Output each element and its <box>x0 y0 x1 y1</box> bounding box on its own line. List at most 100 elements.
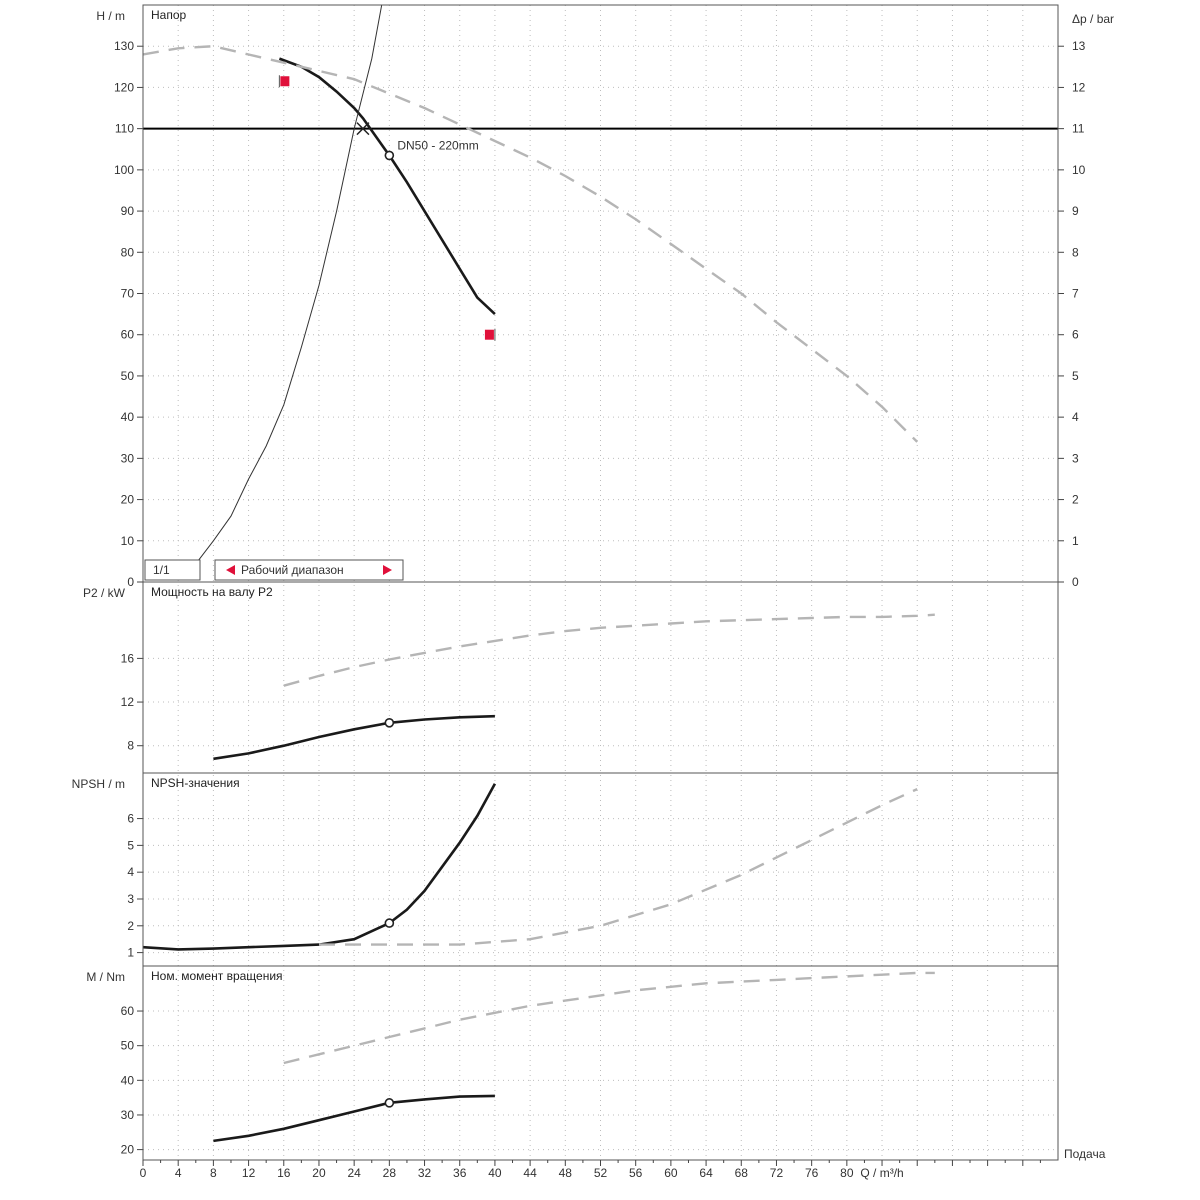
x-tick-label: Q / m³/h <box>860 1166 903 1180</box>
panel-series-head <box>143 5 1058 570</box>
x-tick-label: 72 <box>770 1166 784 1180</box>
x-tick-label: 68 <box>735 1166 749 1180</box>
y-tick-label: 50 <box>121 1039 135 1053</box>
y2-tick-label: 11 <box>1072 122 1085 136</box>
x-tick-label: 48 <box>559 1166 573 1180</box>
panel-series-torque <box>213 971 935 1143</box>
y2-axis-label: Δp / bar <box>1072 12 1114 26</box>
panel-series-power <box>213 613 935 761</box>
range-marker-flag <box>484 329 494 340</box>
x-axis-footer-label: Подача <box>1064 1147 1106 1161</box>
x-tick-label: 4 <box>175 1166 182 1180</box>
y2-tick-label: 1 <box>1072 534 1079 548</box>
x-tick-label: 60 <box>664 1166 678 1180</box>
x-tick-label: 52 <box>594 1166 608 1180</box>
y2-tick-label: 8 <box>1072 245 1079 259</box>
y-tick-label: 50 <box>121 369 135 383</box>
x-tick-label: 28 <box>383 1166 397 1180</box>
series-line-thin-system <box>191 5 383 570</box>
y-tick-label: 12 <box>121 695 135 709</box>
y2-tick-label: 9 <box>1072 204 1079 218</box>
duty-point <box>384 150 395 161</box>
y-tick-label: 20 <box>121 493 135 507</box>
y-tick-label: 60 <box>121 328 135 342</box>
operating-range-right-arrow <box>383 565 392 575</box>
y-axis-label-head: H / m <box>96 9 125 23</box>
panel-series-npsh <box>143 783 918 951</box>
operating-range-label: Рабочий диапазон <box>241 563 344 577</box>
x-tick-label: 24 <box>347 1166 361 1180</box>
y-tick-label: 4 <box>127 865 134 879</box>
series-line-dashed-gray <box>283 971 935 1065</box>
series-line-solid-bold <box>278 57 496 316</box>
y2-tick-label: 3 <box>1072 451 1079 465</box>
y-tick-label: 40 <box>121 410 135 424</box>
y-axis-label-torque: M / Nm <box>86 970 125 984</box>
y-axis-label-npsh: NPSH / m <box>72 777 125 791</box>
y2-tick-label: 10 <box>1072 163 1086 177</box>
y-tick-label: 90 <box>121 204 135 218</box>
y-axis-label-power: P2 / kW <box>83 586 126 600</box>
series-line-solid-bold <box>213 714 495 761</box>
panel-title-npsh: NPSH-значения <box>151 776 240 790</box>
panel-title-torque: Ном. момент вращения <box>151 969 283 983</box>
y-tick-label: 100 <box>114 163 134 177</box>
y-tick-label: 2 <box>127 919 134 933</box>
duty-point <box>384 918 395 928</box>
y-tick-label: 5 <box>127 838 134 852</box>
y-tick-label: 10 <box>121 534 135 548</box>
series-line-solid-bold <box>143 783 497 951</box>
y-tick-label: 130 <box>114 39 134 53</box>
frame-layer <box>137 4 1064 1166</box>
operating-range-box <box>214 559 404 581</box>
series-line-solid-bold <box>213 1094 495 1143</box>
y2-tick-label: 13 <box>1072 39 1086 53</box>
legend-box-label: 1/1 <box>153 563 170 577</box>
x-tick-label: 8 <box>210 1166 217 1180</box>
data-layer <box>143 5 1058 1143</box>
x-tick-label: 36 <box>453 1166 467 1180</box>
operating-range-left-arrow <box>226 565 235 575</box>
legend-box <box>144 559 201 581</box>
y-tick-label: 30 <box>121 451 135 465</box>
x-tick-label: 40 <box>488 1166 502 1180</box>
x-tick-label: 44 <box>523 1166 537 1180</box>
y-tick-label: 110 <box>115 122 134 136</box>
y-tick-label: 0 <box>127 575 134 589</box>
panel-frame-npsh <box>142 772 1059 967</box>
y-tick-label: 1 <box>127 946 134 960</box>
y-tick-label: 60 <box>121 1004 135 1018</box>
y2-tick-label: 6 <box>1072 328 1079 342</box>
y-tick-label: 40 <box>121 1073 135 1087</box>
y-tick-label: 70 <box>121 287 135 301</box>
y2-tick-label: 4 <box>1072 410 1079 424</box>
intersection-marker <box>356 122 370 136</box>
x-tick-label: 20 <box>312 1166 326 1180</box>
y2-tick-label: 5 <box>1072 369 1079 383</box>
y-tick-label: 120 <box>114 80 134 94</box>
x-tick-label: 80 <box>840 1166 854 1180</box>
x-tick-label: 64 <box>699 1166 713 1180</box>
y-tick-label: 80 <box>121 245 135 259</box>
y-tick-label: 8 <box>127 739 134 753</box>
y-tick-label: 30 <box>121 1108 135 1122</box>
series-line-dashed-gray <box>319 788 918 946</box>
curve-annotation: DN50 - 220mm <box>397 138 478 152</box>
x-tick-label: 32 <box>418 1166 432 1180</box>
series-line-dashed-gray <box>143 44 919 443</box>
x-tick-label: 56 <box>629 1166 643 1180</box>
x-tick-label: 12 <box>242 1166 256 1180</box>
y2-tick-label: 0 <box>1072 575 1079 589</box>
x-tick-label: 0 <box>140 1166 147 1180</box>
panel-title-head: Напор <box>151 8 187 22</box>
y-tick-label: 6 <box>127 812 134 826</box>
series-line-dashed-gray <box>283 613 935 687</box>
x-tick-label: 16 <box>277 1166 291 1180</box>
panel-title-power: Мощность на валу P2 <box>151 585 273 599</box>
y-tick-label: 16 <box>121 651 135 665</box>
duty-point <box>384 717 395 728</box>
y2-tick-label: 2 <box>1072 493 1079 507</box>
x-tick-label: 76 <box>805 1166 819 1180</box>
